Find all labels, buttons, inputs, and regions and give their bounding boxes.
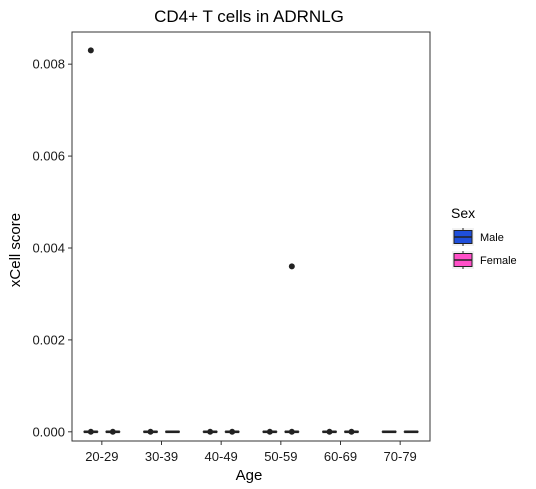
- outlier-point: [348, 428, 355, 435]
- outlier-point: [266, 428, 273, 435]
- x-tick-label: 50-59: [264, 449, 297, 464]
- legend-title: Sex: [451, 205, 475, 221]
- x-tick-label: 40-49: [205, 449, 238, 464]
- y-tick-label: 0.008: [32, 57, 65, 72]
- box-female-20-29: [105, 428, 121, 435]
- y-tick-label: 0.002: [32, 332, 65, 347]
- x-tick-label: 70-79: [384, 449, 417, 464]
- outlier-point: [109, 428, 116, 435]
- outlier-point: [147, 428, 154, 435]
- outlier-point: [87, 47, 94, 54]
- x-axis-title: Age: [236, 467, 263, 484]
- box-male-60-69: [322, 428, 337, 435]
- outlier-point: [229, 428, 236, 435]
- x-tick-label: 30-39: [145, 449, 178, 464]
- box-female-50-59: [284, 263, 300, 435]
- outlier-point: [326, 428, 333, 435]
- x-tick-label: 20-29: [85, 449, 118, 464]
- plot-panel: [71, 31, 431, 442]
- y-tick-label: 0.000: [32, 424, 65, 439]
- box-female-60-69: [344, 428, 359, 435]
- legend-label: Male: [480, 232, 504, 244]
- outlier-point: [288, 263, 295, 270]
- box-marks: [83, 47, 419, 435]
- x-tick-label: 60-69: [324, 449, 357, 464]
- legend-item-female: Female: [452, 251, 517, 269]
- box-male-20-29: [83, 47, 99, 435]
- y-tick-label: 0.006: [32, 149, 65, 164]
- outlier-point: [87, 428, 94, 435]
- outlier-point: [288, 428, 295, 435]
- x-axis: 20-29 30-39 40-49 50-59 60-69 70-79: [85, 441, 417, 464]
- y-axis: 0.000 0.002 0.004 0.006 0.008: [32, 57, 72, 439]
- legend-label: Female: [480, 255, 517, 267]
- legend: Sex Male Female: [451, 205, 517, 269]
- y-tick-label: 0.004: [32, 240, 65, 255]
- box-male-40-49: [202, 428, 218, 435]
- box-female-40-49: [224, 428, 240, 435]
- chart-title: CD4+ T cells in ADRNLG: [154, 7, 344, 26]
- y-axis-title: xCell score: [7, 213, 24, 287]
- outlier-point: [207, 428, 214, 435]
- box-male-30-39: [143, 428, 158, 435]
- box-male-50-59: [262, 428, 278, 435]
- legend-item-male: Male: [452, 228, 504, 246]
